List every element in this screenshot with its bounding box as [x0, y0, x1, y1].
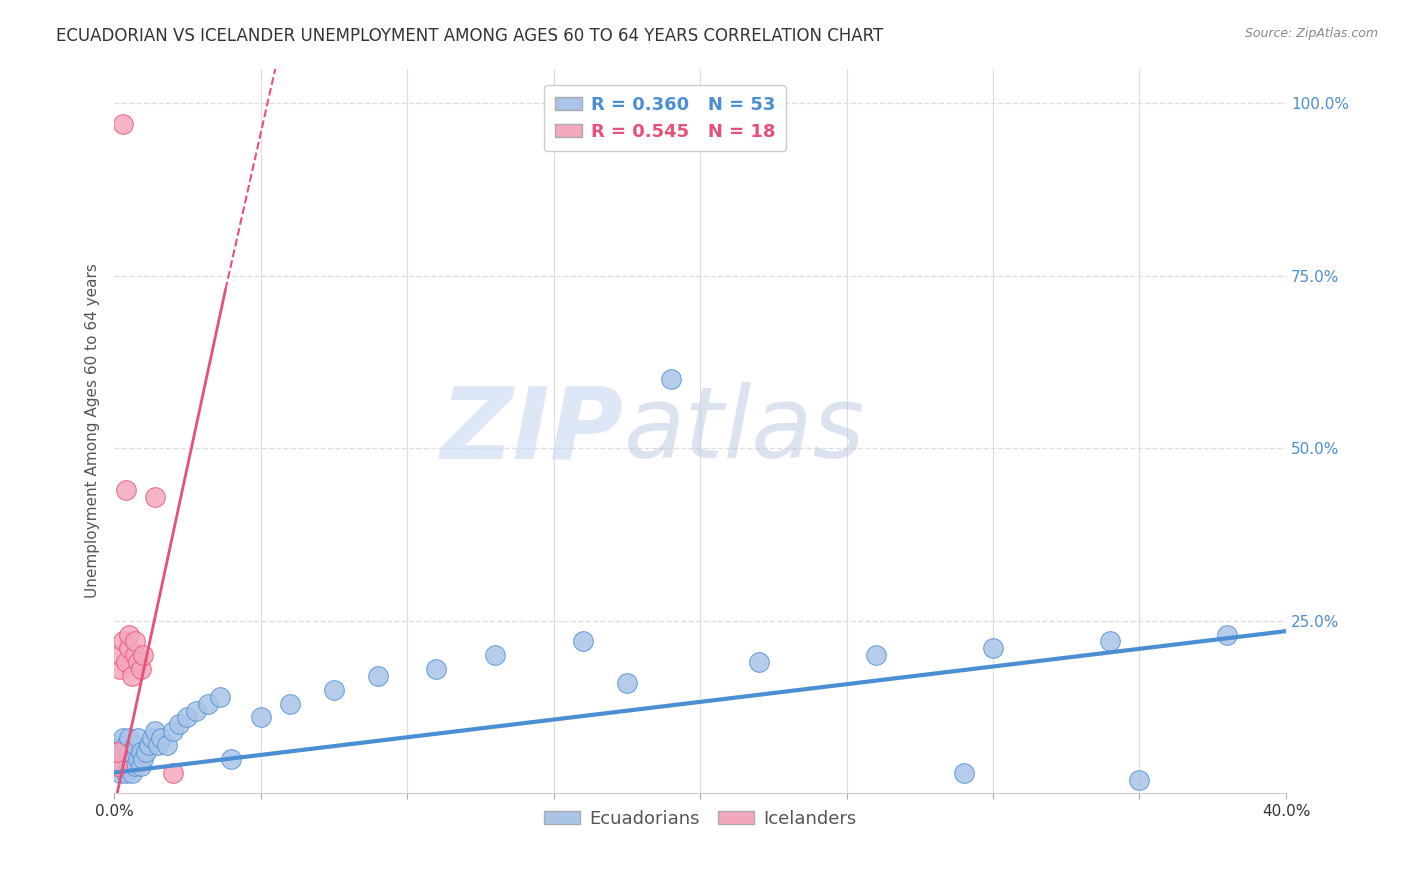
Ecuadorians — [162, 724, 184, 739]
Ecuadorians — [127, 731, 149, 745]
Icelanders — [108, 648, 131, 663]
Icelanders — [108, 662, 131, 676]
Text: atlas: atlas — [624, 383, 866, 479]
Icelanders — [124, 648, 146, 663]
Ecuadorians — [108, 752, 131, 766]
Icelanders — [127, 655, 149, 669]
Ecuadorians — [981, 641, 1004, 656]
Text: ECUADORIAN VS ICELANDER UNEMPLOYMENT AMONG AGES 60 TO 64 YEARS CORRELATION CHART: ECUADORIAN VS ICELANDER UNEMPLOYMENT AMO… — [56, 27, 883, 45]
Ecuadorians — [118, 745, 141, 759]
Ecuadorians — [865, 648, 887, 663]
Icelanders — [105, 745, 128, 759]
Icelanders — [115, 655, 138, 669]
Ecuadorians — [108, 765, 131, 780]
Ecuadorians — [141, 731, 163, 745]
Ecuadorians — [146, 738, 169, 752]
Icelanders — [121, 669, 143, 683]
Ecuadorians — [124, 758, 146, 772]
Ecuadorians — [748, 655, 770, 669]
Ecuadorians — [127, 752, 149, 766]
Ecuadorians — [322, 682, 344, 697]
Ecuadorians — [118, 731, 141, 745]
Ecuadorians — [208, 690, 231, 704]
Icelanders — [129, 662, 152, 676]
Icelanders — [115, 483, 138, 497]
Ecuadorians — [156, 738, 179, 752]
Ecuadorians — [186, 704, 208, 718]
Icelanders — [111, 117, 134, 131]
Y-axis label: Unemployment Among Ages 60 to 64 years: Unemployment Among Ages 60 to 64 years — [86, 263, 100, 599]
Ecuadorians — [115, 765, 138, 780]
Ecuadorians — [952, 765, 974, 780]
Ecuadorians — [367, 669, 389, 683]
Ecuadorians — [111, 745, 134, 759]
Ecuadorians — [572, 634, 595, 648]
Text: ZIP: ZIP — [441, 383, 624, 479]
Text: Source: ZipAtlas.com: Source: ZipAtlas.com — [1244, 27, 1378, 40]
Ecuadorians — [105, 758, 128, 772]
Icelanders — [105, 758, 128, 772]
Ecuadorians — [108, 738, 131, 752]
Icelanders — [118, 627, 141, 641]
Ecuadorians — [121, 752, 143, 766]
Ecuadorians — [197, 697, 219, 711]
Ecuadorians — [111, 758, 134, 772]
Ecuadorians — [129, 745, 152, 759]
Ecuadorians — [138, 738, 160, 752]
Icelanders — [143, 490, 166, 504]
Ecuadorians — [616, 676, 638, 690]
Ecuadorians — [249, 710, 271, 724]
Ecuadorians — [118, 758, 141, 772]
Ecuadorians — [135, 745, 157, 759]
Ecuadorians — [278, 697, 301, 711]
Ecuadorians — [167, 717, 190, 731]
Ecuadorians — [111, 731, 134, 745]
Ecuadorians — [1216, 627, 1239, 641]
Ecuadorians — [1099, 634, 1122, 648]
Ecuadorians — [221, 752, 243, 766]
Icelanders — [111, 634, 134, 648]
Ecuadorians — [143, 724, 166, 739]
Legend: Ecuadorians, Icelanders: Ecuadorians, Icelanders — [537, 803, 863, 835]
Ecuadorians — [1128, 772, 1150, 787]
Icelanders — [124, 634, 146, 648]
Ecuadorians — [176, 710, 198, 724]
Ecuadorians — [115, 752, 138, 766]
Icelanders — [162, 765, 184, 780]
Ecuadorians — [129, 758, 152, 772]
Ecuadorians — [425, 662, 447, 676]
Ecuadorians — [132, 752, 155, 766]
Ecuadorians — [659, 372, 682, 386]
Ecuadorians — [115, 738, 138, 752]
Ecuadorians — [150, 731, 173, 745]
Ecuadorians — [121, 765, 143, 780]
Ecuadorians — [484, 648, 506, 663]
Icelanders — [132, 648, 155, 663]
Icelanders — [118, 641, 141, 656]
Ecuadorians — [105, 745, 128, 759]
Ecuadorians — [124, 738, 146, 752]
